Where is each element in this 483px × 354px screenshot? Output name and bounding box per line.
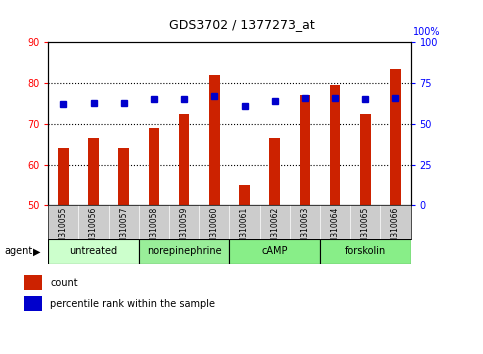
Text: GSM310059: GSM310059 [180,207,189,253]
Text: untreated: untreated [70,246,118,256]
Text: GDS3702 / 1377273_at: GDS3702 / 1377273_at [169,18,314,31]
Bar [179,114,189,205]
Text: GSM310057: GSM310057 [119,207,128,253]
Bar [330,85,341,205]
Text: cAMP: cAMP [261,246,288,256]
Text: GSM310063: GSM310063 [300,207,310,253]
Text: GSM310064: GSM310064 [330,207,340,253]
Bar [239,185,250,205]
Bar [48,239,139,264]
Bar [360,114,370,205]
Bar [139,239,229,264]
Bar [118,148,129,205]
Bar [320,239,411,264]
Text: agent: agent [5,246,33,256]
Text: GSM310061: GSM310061 [240,207,249,253]
Text: 100%: 100% [413,27,440,37]
Text: GSM310055: GSM310055 [59,207,68,253]
Text: ▶: ▶ [32,246,40,256]
Text: count: count [50,278,78,288]
Bar [299,95,310,205]
Bar [270,138,280,205]
Bar [88,138,99,205]
Text: percentile rank within the sample: percentile rank within the sample [50,299,215,309]
Bar [390,69,401,205]
Text: forskolin: forskolin [345,246,386,256]
Text: GSM310058: GSM310058 [149,207,158,253]
Text: GSM310066: GSM310066 [391,207,400,253]
Bar [24,296,42,311]
Text: GSM310062: GSM310062 [270,207,279,253]
Text: GSM310060: GSM310060 [210,207,219,253]
Text: norepinephrine: norepinephrine [147,246,222,256]
Text: GSM310065: GSM310065 [361,207,370,253]
Bar [149,128,159,205]
Bar [24,275,42,290]
Bar [229,239,320,264]
Text: GSM310056: GSM310056 [89,207,98,253]
Bar [209,75,220,205]
Bar [58,148,69,205]
